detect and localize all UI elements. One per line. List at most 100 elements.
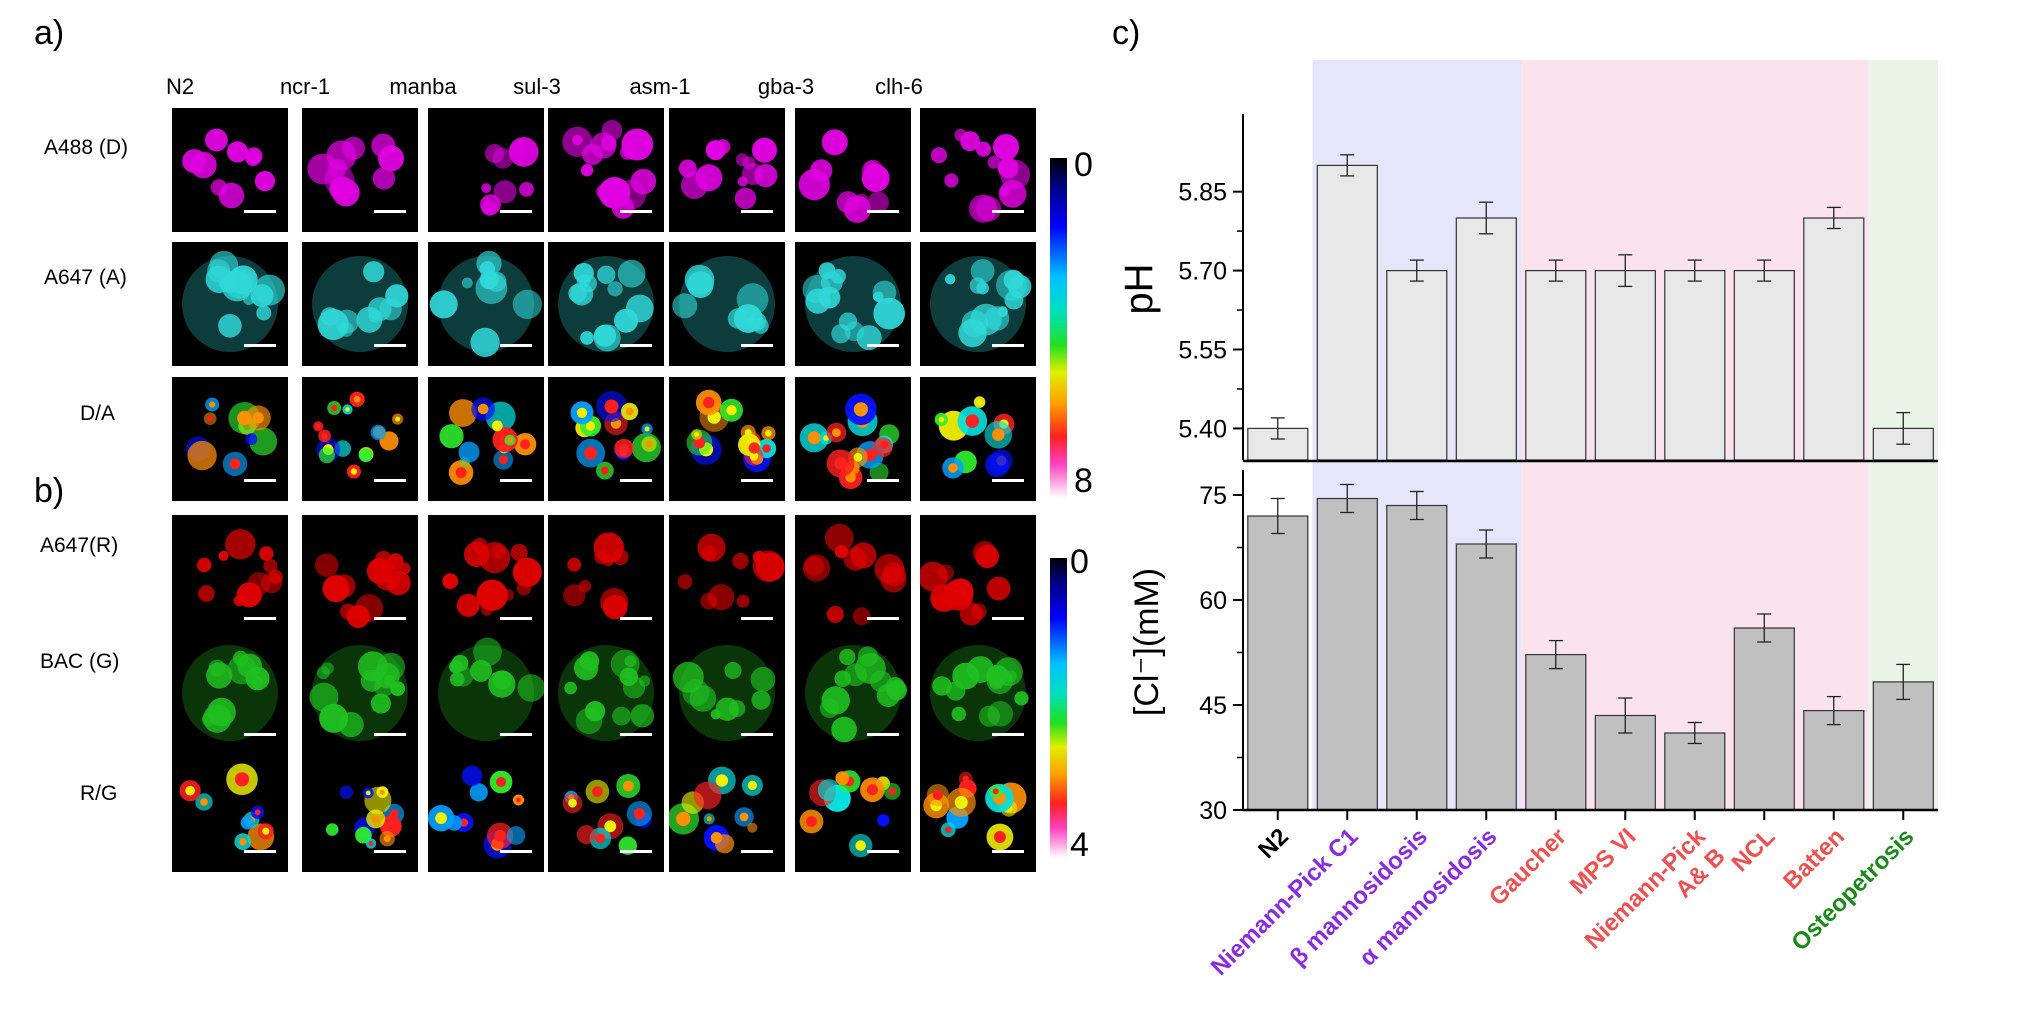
scale-bar [867, 617, 899, 620]
scale-bar [374, 479, 406, 482]
chloride-bar [1664, 732, 1726, 811]
x-category-label-line: N2 [1253, 823, 1294, 864]
image-tile [920, 748, 1036, 872]
colorbar-a-top-label: 0 [1074, 146, 1093, 184]
scale-bar [374, 210, 406, 213]
ph-bar [1803, 217, 1865, 461]
chloride-bar [1316, 497, 1378, 811]
image-tile [920, 377, 1036, 501]
image-tile [172, 108, 288, 232]
column-label-ncr-1: ncr-1 [279, 74, 331, 99]
column-label-asm-1: asm-1 [629, 74, 691, 99]
x-category-label: N2 [1253, 823, 1294, 864]
scale-bar [741, 733, 773, 736]
image-tile [428, 515, 544, 639]
scale-bar [244, 210, 276, 213]
column-label-gba-3: gba-3 [757, 74, 815, 99]
image-tile [920, 631, 1036, 755]
chloride-y-tick-label: 75 [1199, 482, 1227, 510]
scale-bar [992, 850, 1024, 853]
scale-bar [741, 617, 773, 620]
scale-bar [500, 344, 532, 347]
image-tile [428, 631, 544, 755]
image-tile [795, 377, 911, 501]
ph-bar [1594, 270, 1656, 461]
chloride-bar [1525, 653, 1587, 811]
image-tile [548, 631, 664, 755]
image-tile [669, 108, 785, 232]
image-tile [172, 748, 288, 872]
image-tile [795, 242, 911, 366]
scale-bar [992, 733, 1024, 736]
scale-bar [500, 850, 532, 853]
colorbar-b-bottom-label: 4 [1070, 826, 1089, 864]
image-tile [795, 515, 911, 639]
image-tile [795, 748, 911, 872]
row-label-a647-a: A647 (A) [44, 266, 127, 289]
panel-c-label: c) [1112, 14, 1141, 52]
scale-bar [500, 617, 532, 620]
image-tile [172, 631, 288, 755]
chloride-y-tick-label: 30 [1199, 797, 1227, 825]
chloride-bar [1872, 681, 1934, 811]
image-tile [669, 631, 785, 755]
ph-y-tick-label: 5.55 [1178, 337, 1227, 365]
ph-y-tick-label: 5.85 [1178, 179, 1227, 207]
scale-bar [374, 617, 406, 620]
image-tile [428, 377, 544, 501]
scale-bar [992, 617, 1024, 620]
image-tile [428, 108, 544, 232]
row-label-bac-g: BAC (G) [40, 650, 120, 673]
ph-y-tick-label: 5.70 [1178, 258, 1227, 286]
image-tile [669, 377, 785, 501]
column-label-manba: manba [389, 74, 457, 99]
image-tile [669, 748, 785, 872]
scale-bar [500, 479, 532, 482]
chloride-bar [1455, 543, 1517, 811]
x-category-label-line: Gaucher [1484, 823, 1572, 911]
chloride-bar [1247, 515, 1309, 811]
chart-panel-c: 5.405.555.705.85pH30456075[Cl⁻](mM)N2Nie… [1117, 60, 1938, 981]
scale-bar [992, 210, 1024, 213]
ph-y-tick-label: 5.40 [1178, 415, 1227, 443]
chloride-y-axis-label: [Cl⁻](mM) [1128, 568, 1166, 716]
scale-bar [867, 850, 899, 853]
image-tile [172, 242, 288, 366]
chloride-bar [1803, 709, 1865, 811]
scale-bar [620, 733, 652, 736]
panel-a-label: a) [34, 14, 65, 52]
image-tile [302, 242, 418, 366]
chloride-y-tick-label: 60 [1199, 587, 1227, 615]
ph-bar [1664, 270, 1726, 461]
ph-bar [1316, 164, 1378, 461]
scale-bar [867, 210, 899, 213]
chloride-y-tick-label: 45 [1199, 692, 1227, 720]
scale-bar [620, 617, 652, 620]
scale-bar [374, 344, 406, 347]
scale-bar [374, 850, 406, 853]
column-label-sul-3: sul-3 [513, 74, 561, 99]
scale-bar [244, 617, 276, 620]
colorbar-a [1050, 158, 1067, 498]
colorbar-a-bottom-label: 8 [1074, 462, 1093, 500]
colorbar-b-top-label: 0 [1070, 543, 1089, 581]
scale-bar [620, 850, 652, 853]
x-category-label-line: NCL [1727, 823, 1781, 877]
image-tile [548, 515, 664, 639]
image-tile [669, 515, 785, 639]
x-category-label: Gaucher [1484, 823, 1572, 911]
image-tile [920, 108, 1036, 232]
image-tile [428, 242, 544, 366]
image-tile [795, 631, 911, 755]
x-category-label: NCL [1727, 823, 1781, 877]
column-label-n2: N2 [165, 74, 195, 99]
image-tile [548, 377, 664, 501]
scale-bar [620, 344, 652, 347]
image-tile [920, 242, 1036, 366]
row-label-r-g: R/G [80, 782, 118, 805]
image-tile [302, 748, 418, 872]
scale-bar [620, 210, 652, 213]
image-tile [548, 748, 664, 872]
scale-bar [244, 733, 276, 736]
